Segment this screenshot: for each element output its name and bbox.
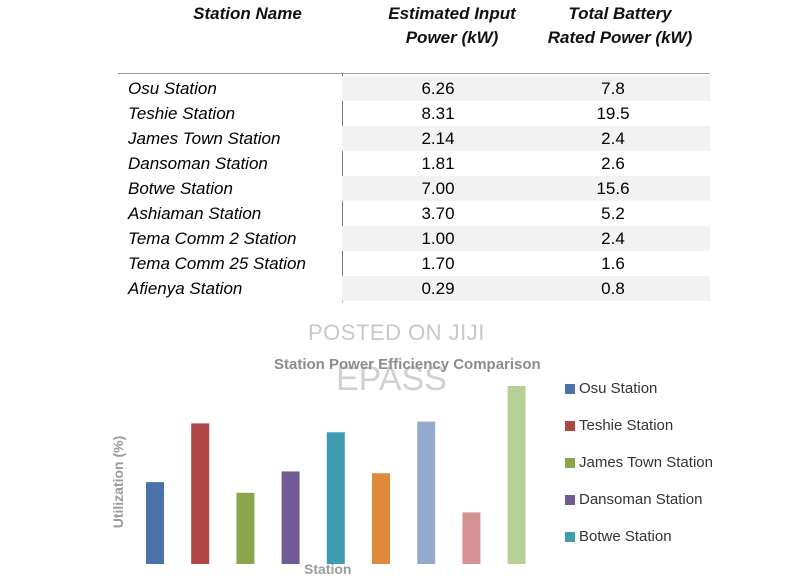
legend-label: James Town Station bbox=[579, 454, 713, 471]
bar-ashiaman-station bbox=[372, 473, 390, 564]
cell-battery: 19.5 bbox=[596, 104, 630, 123]
bar-james-town-station bbox=[236, 492, 255, 564]
cell-name: Botwe Station bbox=[128, 179, 233, 198]
bar-tema-comm-25-station bbox=[462, 512, 481, 564]
table-row: Tema Comm 25 Station 1.70 1.6 bbox=[118, 251, 710, 276]
table-row: Tema Comm 2 Station 1.00 2.4 bbox=[118, 226, 710, 251]
cell-battery: 15.6 bbox=[596, 179, 630, 198]
cell-battery: 2.4 bbox=[601, 129, 625, 148]
legend-label: Dansoman Station bbox=[579, 491, 703, 508]
cell-input: 0.29 bbox=[421, 279, 455, 298]
legend-swatch bbox=[565, 532, 575, 542]
cell-battery: 5.2 bbox=[601, 204, 625, 223]
station-table: Station Name Estimated Input Power (kW) … bbox=[118, 2, 710, 302]
cell-name: Ashiaman Station bbox=[128, 204, 262, 223]
cell-name: Tema Comm 25 Station bbox=[128, 254, 306, 273]
cell-battery: 2.6 bbox=[601, 154, 625, 173]
watermark-posted: POSTED ON JIJI bbox=[308, 320, 485, 345]
header-total-battery: Total Battery Rated Power (kW) bbox=[535, 2, 705, 50]
x-axis-label: Station bbox=[304, 561, 352, 577]
cell-battery: 2.4 bbox=[601, 229, 625, 248]
cell-input: 1.81 bbox=[421, 154, 455, 173]
table-row: Teshie Station 8.31 19.5 bbox=[118, 101, 710, 126]
row-shade bbox=[342, 126, 710, 151]
legend-swatch bbox=[565, 495, 575, 505]
table-body: Osu Station 6.26 7.8 Teshie Station 8.31 19.5… bbox=[118, 76, 710, 301]
table-row: Botwe Station 7.00 15.6 bbox=[118, 176, 710, 201]
legend-swatch bbox=[565, 384, 575, 394]
header-estimated-input-line1: Estimated Input bbox=[388, 4, 516, 23]
cell-input: 8.31 bbox=[421, 104, 455, 123]
legend-label: Botwe Station bbox=[579, 528, 672, 545]
chart-title: Station Power Efficiency Comparison bbox=[274, 356, 541, 373]
row-shade bbox=[342, 276, 710, 301]
cell-input: 7.00 bbox=[421, 179, 455, 198]
row-shade bbox=[342, 76, 710, 101]
legend-swatch bbox=[565, 421, 575, 431]
bar-osu-station bbox=[146, 482, 164, 564]
legend-swatch bbox=[565, 458, 575, 468]
header-estimated-input: Estimated Input Power (kW) bbox=[372, 2, 532, 50]
bar-teshie-station bbox=[191, 423, 210, 564]
header-rule bbox=[118, 73, 710, 74]
table-row: Osu Station 6.26 7.8 bbox=[118, 76, 710, 101]
bar-tema-comm-2-station bbox=[417, 421, 436, 564]
header-station-name: Station Name bbox=[193, 4, 302, 23]
cell-name: Osu Station bbox=[128, 79, 217, 98]
cell-input: 1.00 bbox=[421, 229, 455, 248]
cell-name: Dansoman Station bbox=[128, 154, 268, 173]
header-total-battery-line1: Total Battery bbox=[568, 4, 672, 23]
row-shade bbox=[342, 226, 710, 251]
cell-name: James Town Station bbox=[128, 129, 281, 148]
table-row: Afienya Station 0.29 0.8 bbox=[118, 276, 710, 301]
cell-battery: 1.6 bbox=[601, 254, 625, 273]
table-row: Dansoman Station 1.81 2.6 bbox=[118, 151, 710, 176]
cell-input: 3.70 bbox=[421, 204, 455, 223]
cell-input: 6.26 bbox=[421, 79, 455, 98]
table-row: James Town Station 2.14 2.4 bbox=[118, 126, 710, 151]
watermark-epass: EPASS bbox=[336, 360, 447, 398]
row-shade bbox=[342, 176, 710, 201]
cell-name: Teshie Station bbox=[128, 104, 236, 123]
header-estimated-input-line2: Power (kW) bbox=[405, 28, 499, 47]
bar-botwe-station bbox=[326, 432, 345, 564]
cell-name: Tema Comm 2 Station bbox=[128, 229, 297, 248]
bar-afienya-station bbox=[507, 386, 526, 564]
header-total-battery-line2: Rated Power (kW) bbox=[547, 28, 693, 47]
cell-input: 1.70 bbox=[421, 254, 455, 273]
cell-battery: 7.8 bbox=[601, 79, 625, 98]
cell-battery: 0.8 bbox=[601, 279, 625, 298]
legend-label: Osu Station bbox=[579, 380, 658, 397]
legend-label: Teshie Station bbox=[579, 417, 674, 434]
cell-input: 2.14 bbox=[421, 129, 455, 148]
table-row: Ashiaman Station 3.70 5.2 bbox=[118, 201, 710, 226]
cell-name: Afienya Station bbox=[128, 279, 243, 298]
bar-dansoman-station bbox=[281, 471, 300, 564]
